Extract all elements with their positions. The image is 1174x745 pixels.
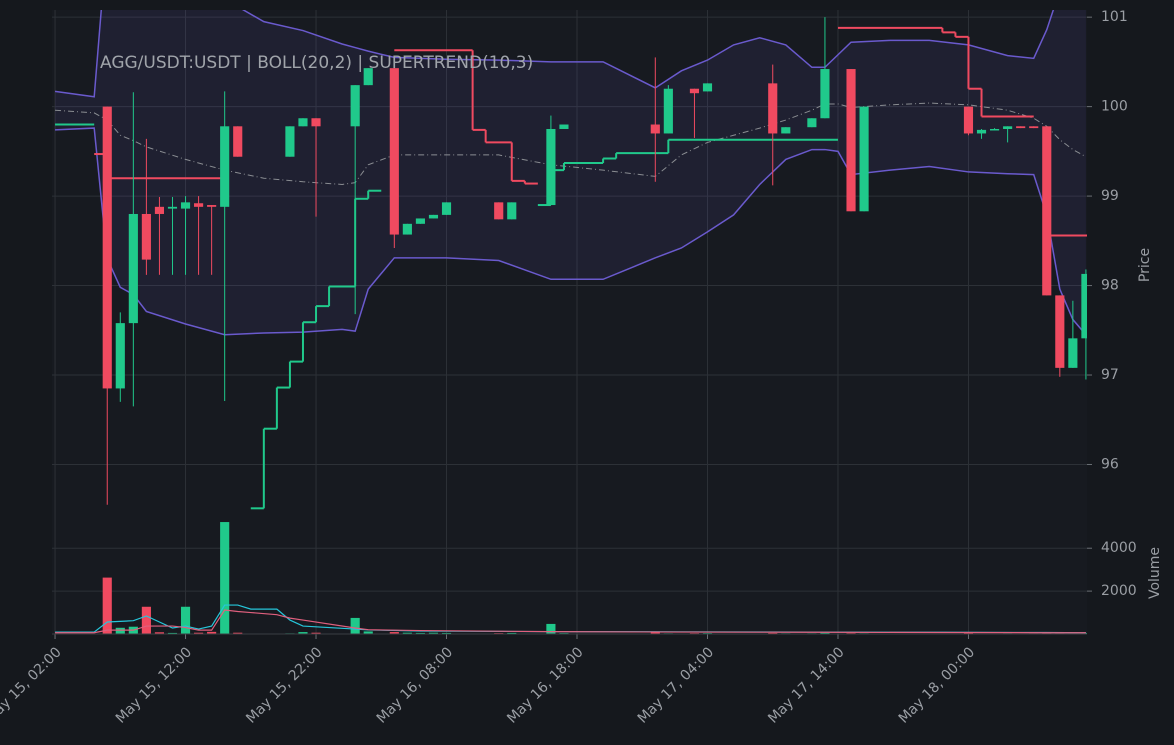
candle-body: [402, 223, 412, 235]
candle-body: [167, 206, 178, 209]
volume-bar: [428, 632, 439, 634]
candle-body: [1003, 126, 1013, 129]
candle-body: [298, 118, 308, 127]
y-tick-label: 100: [1101, 99, 1128, 115]
candle-body: [1055, 295, 1065, 368]
candle-body: [1081, 273, 1087, 339]
chart-title: AGG/USDT:USDT | BOLL(20,2) | SUPERTREND(…: [100, 53, 533, 73]
volume-bar: [546, 623, 556, 634]
y-tick-label: 97: [1101, 367, 1119, 383]
volume-bar: [311, 632, 321, 634]
candle-body: [990, 128, 1000, 131]
y-tick-label: 4000: [1101, 540, 1137, 556]
candle-body: [1042, 126, 1052, 296]
y-tick-label: 96: [1101, 456, 1119, 472]
volume-bar: [141, 606, 151, 634]
candle-body: [494, 202, 504, 220]
candle-body: [363, 68, 373, 86]
volume-bar: [167, 632, 178, 634]
volume-bar: [154, 632, 165, 634]
volume-bar: [650, 632, 660, 634]
volume-bar: [194, 632, 204, 634]
candle-body: [859, 106, 869, 212]
volume-bar: [389, 632, 399, 634]
volume-bar: [820, 632, 830, 634]
volume-bar: [180, 606, 191, 634]
volume-bar: [963, 632, 974, 634]
volume-bar: [220, 522, 230, 634]
supertrend: [55, 26, 1087, 510]
y-tick-label: 99: [1101, 188, 1119, 204]
candle-body: [1029, 126, 1039, 129]
volume-bar: [102, 577, 112, 634]
candle-body: [415, 218, 425, 224]
y-tick-label: 101: [1101, 9, 1128, 25]
candle-body: [220, 126, 230, 207]
candle-body: [102, 106, 112, 389]
volume-bar: [441, 632, 452, 634]
volume-bar: [207, 631, 217, 634]
volume-bar: [350, 617, 360, 634]
candle-body: [1016, 126, 1026, 129]
candle-body: [702, 83, 713, 92]
volume-bar: [507, 632, 517, 634]
candle-body: [507, 202, 517, 220]
candle-body: [846, 69, 856, 212]
candle-body: [207, 205, 217, 207]
y-tick-label: 2000: [1101, 583, 1137, 599]
candle-body: [311, 118, 321, 127]
candle-body: [428, 214, 439, 219]
volume-bar: [1081, 632, 1087, 634]
candle-body: [194, 203, 204, 207]
candle-body: [650, 124, 660, 134]
candle-body: [663, 88, 673, 134]
candle-body: [441, 202, 452, 215]
volume-axis-label: Volume: [1147, 547, 1163, 599]
volume-bar: [233, 632, 243, 634]
candle-body: [128, 213, 138, 324]
volume-bar: [363, 631, 373, 634]
volume-bar: [115, 627, 125, 634]
candle-body: [559, 124, 569, 129]
candle-body: [180, 202, 191, 209]
volume-line: [55, 609, 1086, 634]
candle-body: [807, 118, 817, 128]
candle-body: [689, 88, 700, 94]
candle-body: [1068, 338, 1078, 368]
candle-body: [781, 127, 791, 134]
candle-body: [350, 85, 360, 127]
y-axis-label: Price: [1137, 248, 1153, 282]
candle-body: [976, 129, 987, 134]
bollinger-lower: [55, 127, 1087, 336]
candle-body: [233, 126, 243, 157]
volume-bar: [402, 632, 412, 634]
volume-bar: [298, 632, 308, 634]
candle-body: [389, 68, 399, 235]
candle-body: [546, 128, 556, 206]
candle-body: [285, 126, 295, 157]
candles: [102, 17, 1087, 505]
candle-body: [115, 323, 125, 389]
candle-body: [768, 83, 778, 134]
candle-body: [141, 213, 151, 260]
candle-body: [820, 69, 830, 119]
volume-bar: [768, 632, 778, 634]
candle-body: [963, 106, 974, 134]
volume-bar: [415, 632, 425, 634]
candle-body: [154, 206, 165, 214]
y-tick-label: 98: [1101, 278, 1119, 294]
